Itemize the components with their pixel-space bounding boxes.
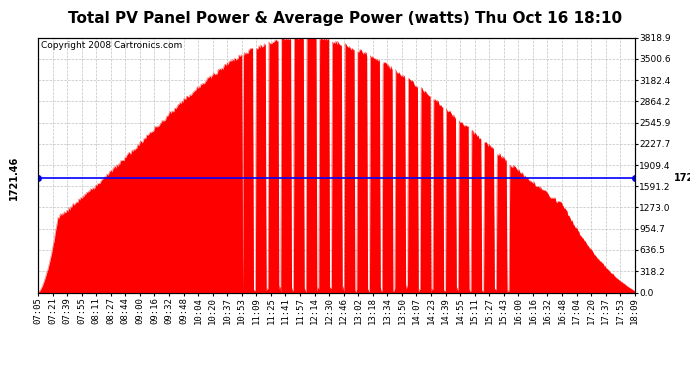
Text: Total PV Panel Power & Average Power (watts) Thu Oct 16 18:10: Total PV Panel Power & Average Power (wa… (68, 11, 622, 26)
Text: 1721.46: 1721.46 (9, 155, 19, 200)
Text: 1721.46: 1721.46 (673, 172, 690, 183)
Text: Copyright 2008 Cartronics.com: Copyright 2008 Cartronics.com (41, 41, 182, 50)
